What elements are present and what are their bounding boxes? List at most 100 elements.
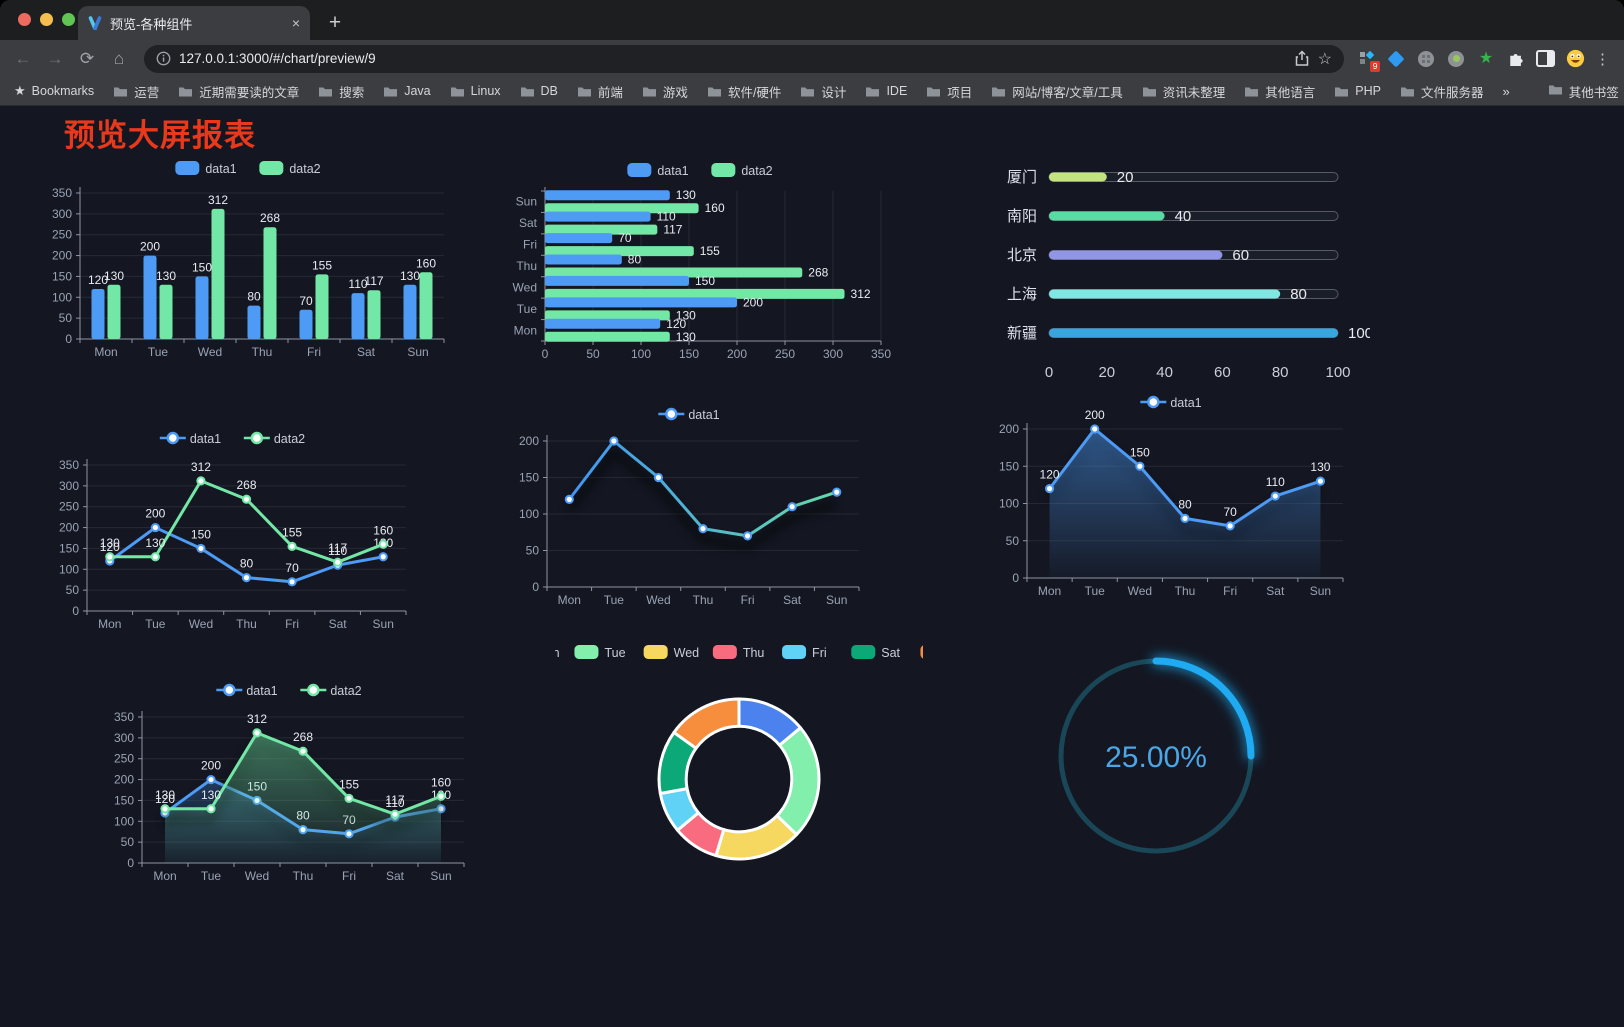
tab-close-icon[interactable]: × (291, 15, 300, 31)
single-area-chart[interactable]: data1 0 50 100 150 200 Mon Tue Wed Thu Fri Sat Sun 12… (985, 389, 1357, 604)
bookmark-folder[interactable]: 游戏 (642, 82, 688, 101)
other-bookmarks-item[interactable]: 其他书签 (1548, 82, 1619, 101)
svg-text:200: 200 (743, 295, 763, 309)
bookmark-folder[interactable]: 软件/硬件 (707, 82, 781, 101)
svg-text:Sat: Sat (519, 216, 538, 230)
reload-button[interactable]: ⟳ (79, 48, 95, 68)
site-info-icon[interactable] (156, 51, 171, 66)
progress-bars-chart[interactable]: 厦门 20 南阳 40 北京 60 上海 80 新疆 100 0 20 40 60 80 100 (985, 155, 1370, 390)
back-button[interactable]: ← (14, 48, 32, 68)
svg-text:70: 70 (618, 231, 632, 245)
svg-text:130: 130 (100, 536, 120, 550)
svg-text:300: 300 (823, 347, 843, 361)
close-window-button[interactable] (18, 13, 31, 26)
svg-text:data1: data1 (190, 432, 221, 446)
browser-tab[interactable]: 预览-各种组件 × (78, 6, 310, 40)
svg-text:Tue: Tue (1085, 584, 1106, 598)
new-tab-button[interactable]: + (328, 11, 342, 34)
svg-text:150: 150 (679, 347, 699, 361)
svg-text:110: 110 (328, 544, 347, 558)
svg-text:0: 0 (1012, 571, 1019, 585)
svg-text:150: 150 (695, 274, 715, 288)
svg-text:80: 80 (240, 557, 254, 571)
bookmark-folder[interactable]: PHP (1334, 82, 1381, 101)
bookmark-folder[interactable]: 近期需要读的文章 (178, 82, 299, 101)
svg-text:300: 300 (114, 731, 134, 745)
svg-text:Mon: Mon (98, 617, 121, 631)
svg-text:data1: data1 (205, 162, 236, 176)
bookmarks-overflow-chevron[interactable]: » (1502, 83, 1510, 99)
svg-text:130: 130 (400, 269, 420, 283)
svg-text:350: 350 (52, 186, 72, 200)
two-series-line-chart[interactable]: data1 data2 0 50 100 150 200 250 300 350 Mon Tue Wed… (45, 425, 420, 637)
bookmark-folder[interactable]: 网站/博客/文章/工具 (991, 82, 1123, 101)
two-series-area-chart[interactable]: data1 data2 0 50 100 150 200 250 300 350 Mon Tue Wed… (100, 677, 478, 889)
svg-text:Wed: Wed (245, 869, 269, 883)
browser-menu-icon[interactable]: ⋮ (1595, 50, 1610, 68)
svg-text:0: 0 (127, 856, 134, 870)
extensions-puzzle-icon[interactable] (1506, 49, 1526, 69)
svg-text:200: 200 (114, 773, 134, 787)
svg-text:Wed: Wed (1128, 584, 1152, 598)
svg-text:200: 200 (201, 759, 221, 773)
svg-text:Sun: Sun (826, 593, 847, 607)
bookmark-folder[interactable]: 其他语言 (1244, 82, 1315, 101)
emoji-avatar-icon[interactable] (1565, 49, 1585, 69)
home-button[interactable]: ⌂ (113, 48, 125, 68)
share-icon[interactable] (1294, 50, 1310, 67)
extension-green-star-icon[interactable]: ★ (1478, 49, 1494, 67)
svg-text:200: 200 (1085, 408, 1105, 422)
svg-text:0: 0 (542, 347, 549, 361)
url-text[interactable]: 127.0.0.1:3000/#/chart/preview/9 (179, 51, 376, 66)
svg-text:Tue: Tue (148, 345, 169, 359)
extension-dot-circle-icon[interactable] (1446, 49, 1466, 69)
bookmark-folder[interactable]: 设计 (800, 82, 846, 101)
bookmark-folder[interactable]: Java (383, 82, 431, 101)
extension-grid-circle-icon[interactable] (1416, 49, 1436, 69)
bookmarks-manager-item[interactable]: ★ Bookmarks (14, 83, 94, 99)
svg-text:20: 20 (1117, 169, 1134, 186)
other-bookmarks-label: 其他书签 (1568, 85, 1619, 100)
horizontal-bar-chart[interactable]: data1 data2 0 50 100 150 200 250 300 350 Sun 130 160… (505, 155, 895, 367)
svg-text:100: 100 (631, 347, 651, 361)
bookmark-folder[interactable]: 搜索 (318, 82, 364, 101)
bookmark-folder[interactable]: 前端 (577, 82, 623, 101)
page-title: 预览大屏报表 (64, 118, 256, 153)
forward-button[interactable]: → (46, 48, 64, 68)
svg-text:60: 60 (1214, 364, 1231, 381)
extension-gem-icon[interactable] (1386, 49, 1406, 69)
svg-text:Wed: Wed (646, 593, 670, 607)
svg-text:Tue: Tue (604, 646, 625, 660)
bookmark-folder[interactable]: DB (520, 82, 558, 101)
grouped-bar-chart[interactable]: data1 data2 0 50 100 150 200 250 300 350 Mon Tue Wed… (38, 153, 458, 365)
svg-text:312: 312 (191, 460, 211, 474)
svg-text:60: 60 (1232, 247, 1249, 264)
side-panel-icon[interactable] (1536, 50, 1555, 67)
gauge-chart[interactable]: 25.00% (1048, 643, 1268, 868)
svg-text:150: 150 (59, 541, 79, 555)
svg-text:厦门: 厦门 (1007, 169, 1037, 186)
address-bar[interactable]: 127.0.0.1:3000/#/chart/preview/9 ☆ (144, 44, 1344, 73)
extension-proxy-icon[interactable]: 9 (1356, 49, 1380, 72)
bookmark-star-icon[interactable]: ☆ (1317, 50, 1332, 68)
bookmark-folder[interactable]: 运营 (113, 82, 159, 101)
bookmark-folder[interactable]: Linux (450, 82, 501, 101)
svg-text:350: 350 (59, 458, 79, 472)
svg-text:300: 300 (52, 207, 72, 221)
svg-text:100: 100 (519, 507, 539, 521)
svg-text:新疆: 新疆 (1007, 325, 1037, 342)
bookmark-folder[interactable]: 资讯未整理 (1142, 82, 1225, 101)
svg-text:上海: 上海 (1007, 286, 1037, 303)
bookmark-folder[interactable]: 项目 (926, 82, 972, 101)
zoom-window-button[interactable] (62, 13, 75, 26)
gradient-line-chart[interactable]: data1 0 50 100 150 200 Mon Tue Wed Thu Fri Sat Sun (505, 401, 873, 613)
svg-text:Tue: Tue (201, 869, 222, 883)
bookmark-folder[interactable]: 文件服务器 (1400, 82, 1483, 101)
svg-text:70: 70 (1223, 505, 1237, 519)
bookmark-folder[interactable]: IDE (865, 82, 907, 101)
svg-text:Wed: Wed (189, 617, 213, 631)
svg-text:250: 250 (59, 500, 79, 514)
svg-text:155: 155 (282, 525, 302, 539)
minimize-window-button[interactable] (40, 13, 53, 26)
